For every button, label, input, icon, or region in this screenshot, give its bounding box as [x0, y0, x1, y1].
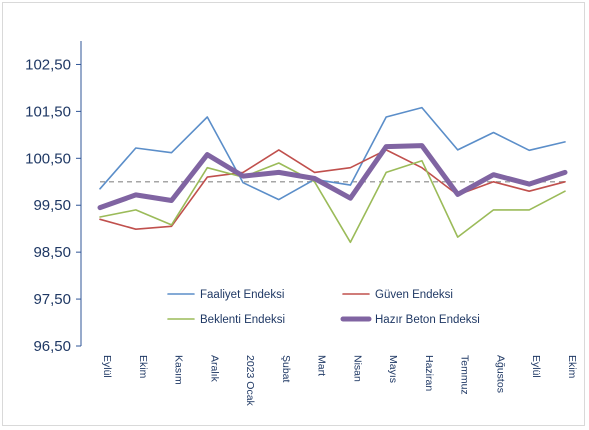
legend-label: Faaliyet Endeksi: [200, 289, 284, 301]
y-tick-label: 98,50: [33, 244, 71, 261]
x-tick-label: Aralık: [208, 355, 220, 383]
y-tick-label: 97,50: [33, 291, 71, 308]
x-axis: Eylül Ekim Kasım Aralık 2023 Ocak Şubat Mart Ni…: [101, 355, 578, 407]
x-tick-label: Mart: [316, 355, 328, 376]
x-tick-label: Eylül: [101, 355, 113, 378]
x-tick-label: Mayıs: [387, 355, 399, 383]
series-line-beklenti-endeksi: [99, 159, 566, 244]
chart-frame: 96,50 97,50 98,50 99,50 100,50 101,50 102,50 E…: [2, 2, 585, 426]
series-line-faaliyet-endeksi: [99, 106, 566, 201]
series-lines: [97, 106, 568, 244]
line-chart: 96,50 97,50 98,50 99,50 100,50 101,50 102,50 E…: [25, 41, 578, 407]
series-line-g-ven-endeksi: [99, 149, 566, 230]
x-tick-label: Ekim: [137, 355, 149, 379]
y-tick-label: 101,50: [25, 103, 71, 120]
legend: Faaliyet Endeksi Güven Endeksi Beklenti En…: [167, 289, 480, 326]
y-axis: 96,50 97,50 98,50 99,50 100,50 101,50 102,50: [25, 41, 82, 355]
x-tick-label: Şubat: [280, 355, 292, 383]
series-line-haz-r-beton-endeksi: [97, 143, 568, 211]
y-tick-label: 99,50: [33, 197, 71, 214]
x-tick-label: Ağustos: [494, 355, 506, 393]
y-tick-label: 102,50: [25, 56, 71, 73]
y-tick-label: 100,50: [25, 150, 71, 167]
x-tick-label: Kasım: [173, 355, 185, 385]
x-tick-label: Eylül: [530, 355, 542, 378]
x-tick-label: Nisan: [351, 355, 363, 382]
x-tick-label: Temmuz: [459, 355, 471, 395]
legend-label: Hazır Beton Endeksi: [375, 314, 480, 326]
x-tick-label: Ekim: [566, 355, 578, 379]
legend-label: Beklenti Endeksi: [200, 314, 285, 326]
legend-label: Güven Endeksi: [375, 289, 453, 301]
x-tick-label: 2023 Ocak: [244, 355, 256, 407]
y-tick-label: 96,50: [33, 338, 71, 355]
x-tick-label: Haziran: [423, 355, 435, 391]
